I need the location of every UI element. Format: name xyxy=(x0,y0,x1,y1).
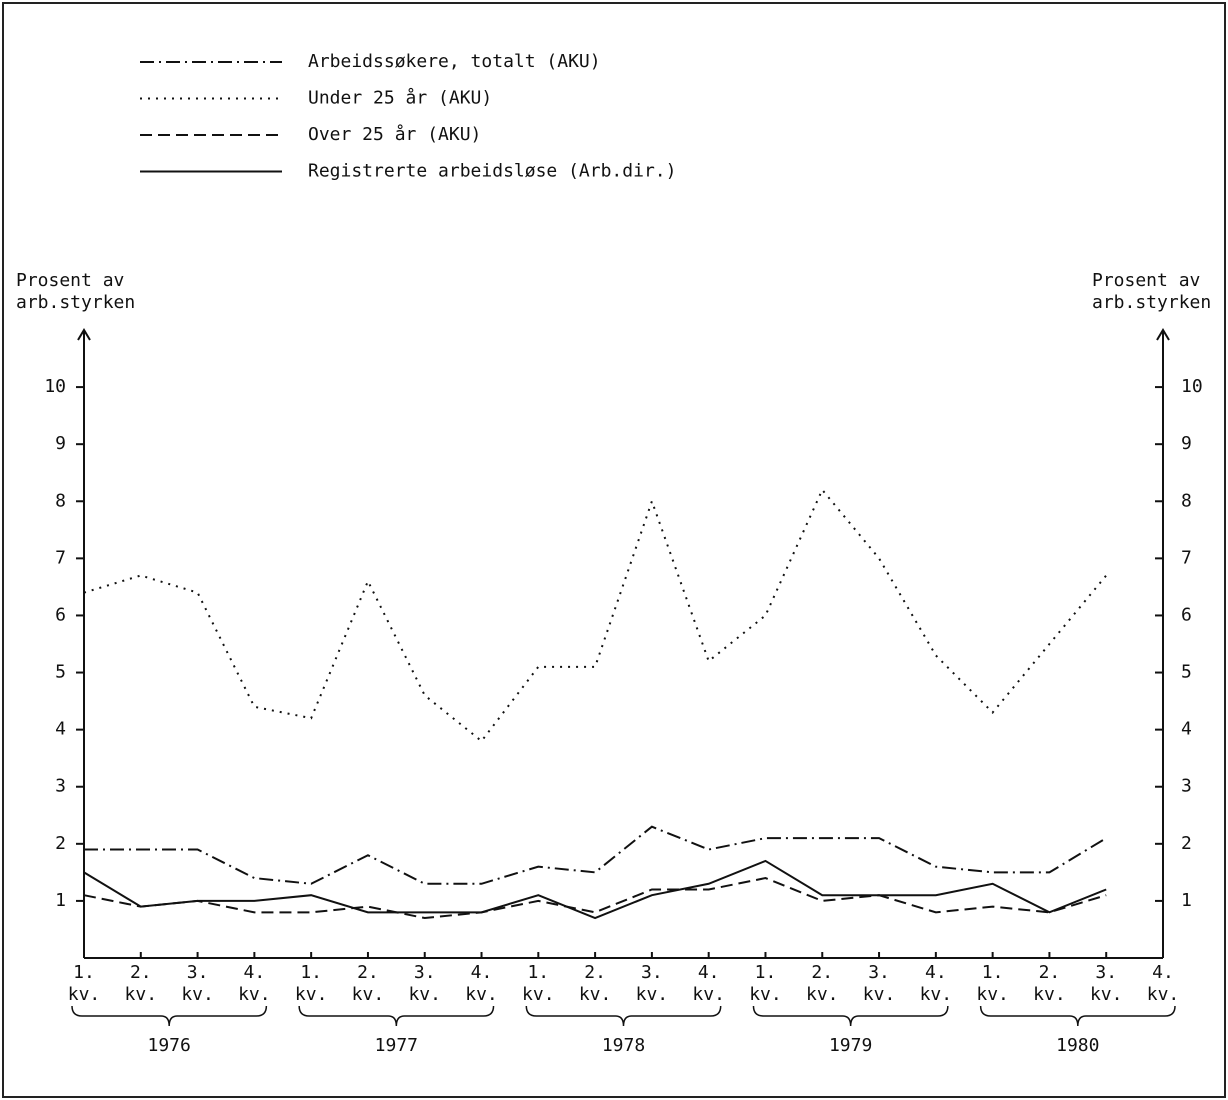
axis-arrow xyxy=(77,328,91,341)
y2-tick-label: 1 xyxy=(1181,890,1192,911)
x-tick-label: 3. kv. xyxy=(862,962,896,1005)
y2-tick-label: 4 xyxy=(1181,719,1192,740)
y-tick-label: 1 xyxy=(55,890,66,911)
x-tick-label: 3. kv. xyxy=(635,962,669,1005)
x-tick-label: 2. kv. xyxy=(351,962,385,1005)
series-line xyxy=(83,859,1107,920)
year-brace xyxy=(752,1005,949,1027)
x-tick-label: 1. kv. xyxy=(522,962,555,1005)
series-line xyxy=(84,825,1107,885)
x-tick-label: 3. kv. xyxy=(181,962,214,1005)
legend-label: Under 25 år (AKU) xyxy=(308,88,492,109)
x-tick-label: 2. kv. xyxy=(805,962,839,1005)
x-tick-label: 4. kv. xyxy=(238,962,271,1005)
year-label: 1977 xyxy=(375,1035,418,1056)
x-tick-label: 1. kv. xyxy=(749,962,782,1005)
legend-label: Arbeidssøkere, totalt (AKU) xyxy=(308,51,601,72)
legend-label: Registrerte arbeidsløse (Arb.dir.) xyxy=(308,161,676,182)
y2-tick-label: 2 xyxy=(1181,833,1192,854)
year-brace xyxy=(298,1005,495,1027)
y2-tick-label: 8 xyxy=(1181,490,1192,511)
y-tick-label: 7 xyxy=(55,547,66,568)
year-label: 1978 xyxy=(602,1035,645,1056)
year-label: 1979 xyxy=(829,1035,872,1056)
year-brace xyxy=(525,1005,722,1027)
x-tick-label: 3. kv. xyxy=(408,962,441,1005)
y2-tick-label: 6 xyxy=(1181,604,1192,625)
axis-arrow xyxy=(1156,328,1170,341)
y-tick-label: 2 xyxy=(55,833,66,854)
y-tick-label: 5 xyxy=(55,662,66,683)
x-tick-label: 4. kv. xyxy=(1146,962,1180,1005)
y-tick-label: 9 xyxy=(55,433,66,454)
y2-tick-label: 10 xyxy=(1181,376,1203,397)
year-label: 1980 xyxy=(1056,1035,1099,1056)
year-label: 1976 xyxy=(148,1035,191,1056)
y2-tick-label: 3 xyxy=(1181,776,1192,797)
y-tick-label: 8 xyxy=(55,490,66,511)
x-tick-label: 2. kv. xyxy=(578,962,612,1005)
x-tick-label: 4. kv. xyxy=(692,962,725,1005)
series-line xyxy=(83,487,1107,743)
x-tick-label: 3. kv. xyxy=(1089,962,1123,1005)
x-tick-label: 2. kv. xyxy=(124,962,158,1005)
x-tick-label: 4. kv. xyxy=(465,962,498,1005)
x-tick-label: 1. kv. xyxy=(976,962,1009,1005)
y-tick-label: 4 xyxy=(55,719,66,740)
x-tick-label: 4. kv. xyxy=(919,962,953,1005)
x-tick-label: 1. kv. xyxy=(294,962,328,1005)
y2-tick-label: 7 xyxy=(1181,547,1192,568)
x-tick-label: 1. kv. xyxy=(67,962,101,1005)
y2-tick-label: 5 xyxy=(1181,662,1192,683)
x-tick-label: 2. kv. xyxy=(1033,962,1066,1005)
y2-tick-label: 9 xyxy=(1181,433,1192,454)
series-line xyxy=(83,877,1107,920)
year-brace xyxy=(979,1005,1176,1027)
y-tick-label: 3 xyxy=(55,776,66,797)
y-tick-label: 10 xyxy=(44,376,66,397)
y-axis-label: Prosent av arb.styrken xyxy=(16,270,136,313)
legend-label: Over 25 år (AKU) xyxy=(308,124,481,145)
y2-axis-label: Prosent av arb.styrken xyxy=(1092,270,1212,313)
year-brace xyxy=(71,1005,268,1027)
y-tick-label: 6 xyxy=(55,604,66,625)
